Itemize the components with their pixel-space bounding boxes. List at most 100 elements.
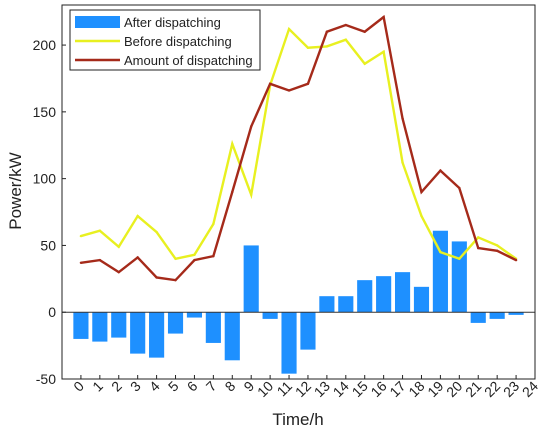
y-axis: -50 0 50 100 150 200 [33, 37, 66, 387]
series-2-point-4 [155, 276, 158, 279]
bar-1 [92, 312, 108, 342]
series-2-point-9 [250, 125, 253, 128]
y-tick-label: 0 [48, 304, 56, 320]
bar-13 [319, 296, 335, 313]
series-1-point-17 [401, 161, 404, 164]
series-2-point-8 [231, 190, 234, 194]
series-2-point-7 [212, 254, 215, 258]
bar-16 [376, 276, 392, 313]
bar-19 [432, 230, 448, 313]
bar-2 [111, 312, 127, 338]
series-1-point-14 [344, 38, 347, 41]
x-tick-label: 6 [184, 378, 201, 395]
x-tick-label: 7 [203, 378, 220, 395]
bar-11 [281, 312, 297, 374]
series-2-point-23 [514, 258, 518, 262]
bar-18 [413, 286, 430, 313]
series-2-point-11 [287, 89, 291, 92]
series-1-point-16 [382, 50, 385, 53]
y-tick-label: 150 [33, 104, 57, 120]
series-1-point-21 [477, 236, 480, 239]
bar-17 [394, 272, 411, 313]
series-2-point-16 [382, 15, 385, 19]
series-1-point-0 [79, 234, 83, 238]
bar-14 [338, 296, 354, 313]
bar-20 [451, 241, 467, 313]
series-1-point-19 [439, 250, 442, 254]
series-1-point-22 [495, 244, 499, 247]
bar-15 [357, 280, 373, 313]
series-2-point-13 [325, 30, 329, 33]
series-1-point-1 [98, 229, 102, 232]
series-1-point-13 [325, 45, 329, 48]
series-1-point-2 [117, 245, 120, 248]
series-2-point-18 [420, 190, 423, 194]
bar-4 [149, 312, 165, 358]
bar-6 [186, 312, 203, 318]
x-tick-label: 24 [519, 378, 541, 400]
x-tick-label: 5 [165, 378, 182, 395]
bar-23 [508, 312, 524, 315]
bar-5 [167, 312, 184, 334]
series-2-point-0 [79, 261, 83, 264]
series-2-point-22 [495, 249, 499, 252]
series-1-point-8 [231, 142, 234, 146]
x-tick-label: 0 [70, 378, 87, 395]
series-2-point-3 [136, 256, 139, 259]
series-1-point-5 [174, 257, 177, 260]
series-2-point-2 [117, 270, 120, 274]
series-1-point-3 [136, 214, 139, 218]
legend-label: Before dispatching [124, 34, 232, 49]
bar-0 [73, 312, 89, 339]
series-2-point-15 [363, 30, 366, 33]
bar-7 [205, 312, 221, 343]
bar-21 [470, 312, 486, 323]
legend-label: After dispatching [124, 15, 221, 30]
bar-10 [262, 312, 278, 319]
x-tick-label: 9 [240, 378, 257, 395]
bar-22 [489, 312, 505, 319]
y-tick-label: 100 [33, 171, 57, 187]
legend: After dispatching Before dispatching Amoun… [69, 9, 261, 71]
y-axis-title: Power/kW [6, 152, 25, 229]
series-1-point-9 [250, 193, 253, 196]
bar-8 [224, 312, 240, 361]
series-2-point-1 [98, 258, 102, 262]
series-1-point-15 [363, 62, 366, 65]
series-2-point-5 [174, 278, 177, 282]
bar-layer [73, 230, 524, 374]
series-2-point-6 [193, 258, 196, 262]
series-2-point-14 [344, 23, 347, 27]
bar-3 [130, 312, 146, 354]
series-2-point-20 [458, 186, 461, 190]
series-1-point-20 [458, 257, 461, 260]
x-tick-label: 3 [127, 378, 144, 395]
x-tick-label: 2 [108, 378, 125, 395]
series-line-1 [80, 26, 517, 261]
x-axis-title: Time/h [272, 410, 323, 429]
series-2-point-17 [401, 117, 404, 120]
series-1-point-6 [193, 253, 196, 256]
series-1-point-12 [306, 46, 310, 49]
series-1-point-18 [420, 214, 423, 218]
series-2-point-19 [439, 169, 442, 172]
series-1-point-11 [287, 27, 291, 31]
line-layer [79, 14, 518, 282]
series-2-point-21 [477, 246, 480, 250]
x-tick-label: 8 [222, 378, 239, 395]
y-tick-label: 200 [33, 37, 57, 53]
series-2-point-12 [306, 82, 310, 86]
x-tick-label: 1 [89, 378, 106, 395]
series-line-2 [80, 14, 517, 282]
series-1-point-4 [155, 230, 158, 234]
y-tick-label: -50 [36, 371, 56, 387]
legend-swatch-bar [75, 16, 120, 28]
series-2-point-10 [268, 82, 272, 86]
y-tick-label: 50 [40, 237, 56, 253]
series-1-point-7 [212, 222, 215, 226]
plot-frame [61, 4, 536, 380]
bar-9 [243, 245, 259, 313]
legend-label: Amount of dispatching [124, 53, 253, 68]
x-tick-label: 4 [146, 378, 163, 395]
